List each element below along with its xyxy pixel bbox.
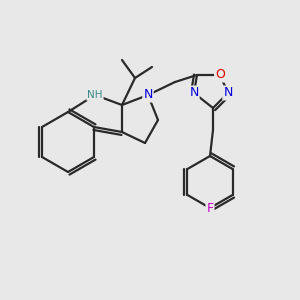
- Text: O: O: [215, 68, 225, 82]
- Text: NH: NH: [87, 90, 103, 100]
- Text: N: N: [189, 86, 199, 100]
- Text: F: F: [206, 202, 214, 214]
- Text: N: N: [223, 86, 233, 100]
- Text: N: N: [143, 88, 153, 101]
